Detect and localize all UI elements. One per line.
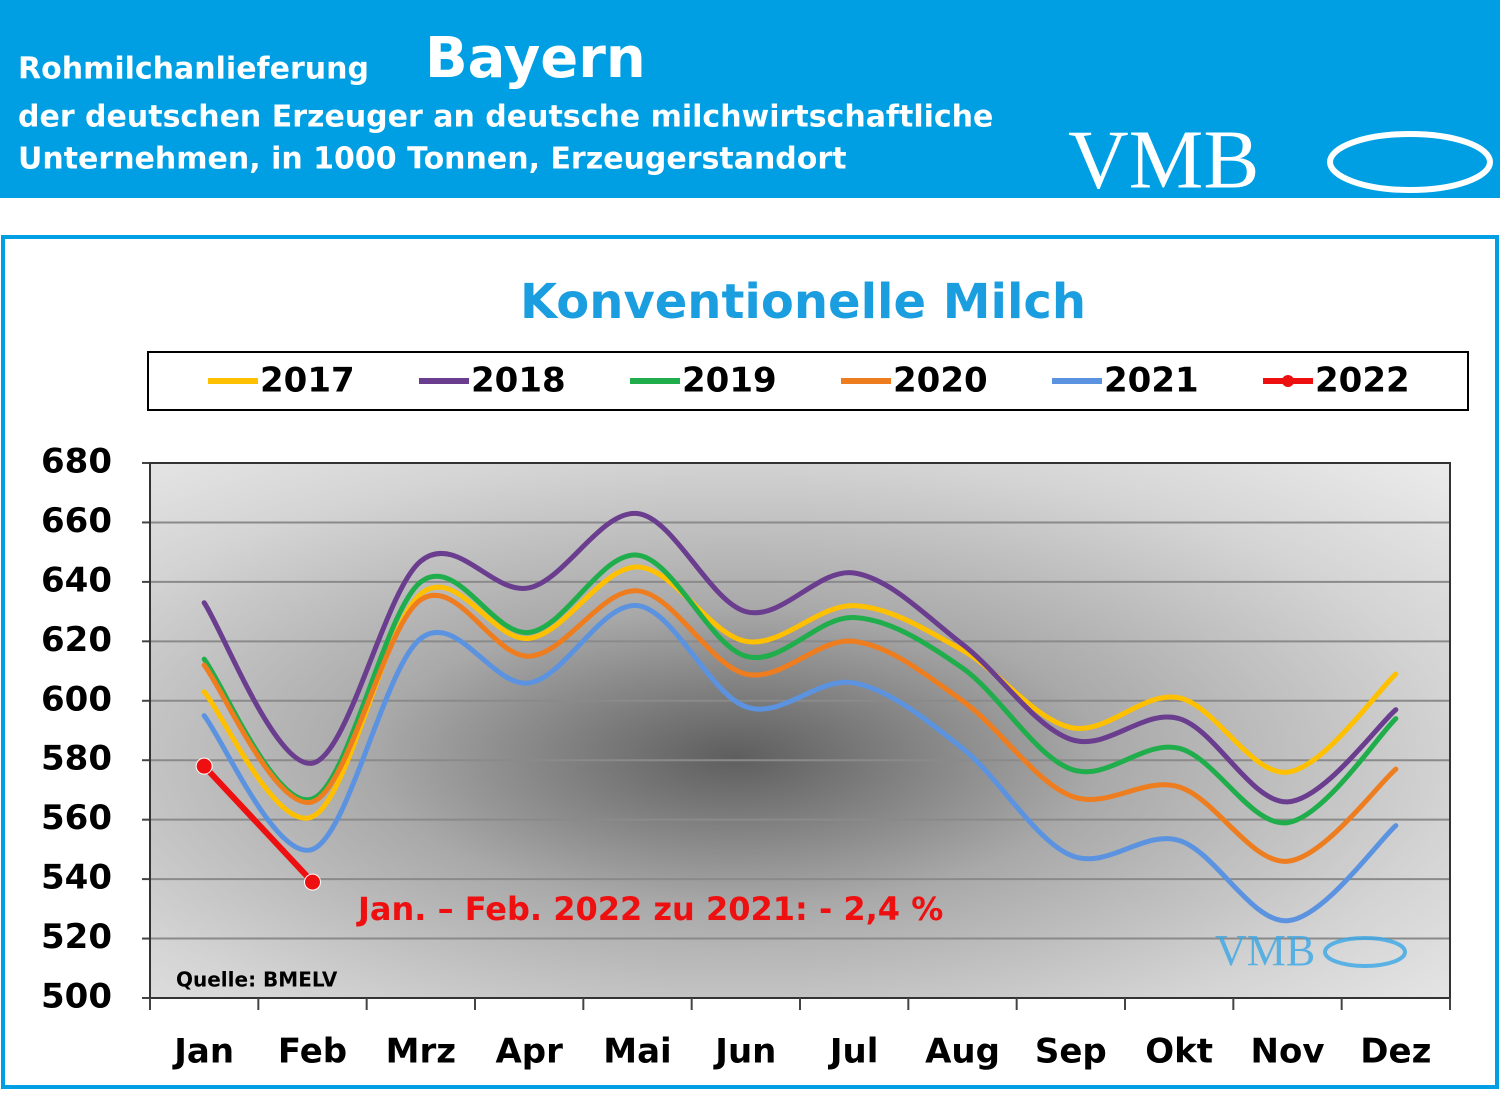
- y-tick-label: 540: [41, 858, 112, 898]
- y-tick-label: 600: [41, 679, 112, 719]
- legend-label: 2018: [471, 361, 566, 401]
- x-tick-label: Apr: [495, 1032, 563, 1072]
- header-line3: Unternehmen, in 1000 Tonnen, Erzeugersta…: [18, 142, 847, 177]
- x-tick-label: Feb: [278, 1032, 347, 1072]
- y-tick-label: 620: [41, 620, 112, 660]
- y-tick-label: 660: [41, 501, 112, 541]
- y-tick-label: 560: [41, 798, 112, 838]
- logo: VMB: [1068, 113, 1259, 206]
- series-line: [201, 552, 1399, 826]
- x-tick-label: Jan: [172, 1032, 234, 1072]
- legend-label: 2020: [893, 361, 988, 401]
- x-tick-label: Jun: [713, 1032, 776, 1072]
- x-tick-label: Nov: [1251, 1032, 1325, 1072]
- series-line: [201, 763, 316, 886]
- y-tick-label: 580: [41, 739, 112, 779]
- watermark-swirl: [1323, 936, 1407, 968]
- logo-swirl: [1327, 131, 1493, 193]
- plot-background: [150, 463, 1450, 998]
- series-marker: [195, 757, 213, 775]
- chart-title: Konventionelle Milch: [520, 274, 1086, 330]
- frame: [1, 235, 1499, 1089]
- x-tick-label: Aug: [925, 1032, 1000, 1072]
- x-tick-label: Sep: [1035, 1032, 1107, 1072]
- x-tick-label: Okt: [1145, 1032, 1213, 1072]
- series-line: [201, 603, 1399, 924]
- y-tick-label: 680: [41, 442, 112, 482]
- legend-marker: [1282, 375, 1294, 387]
- series-marker: [304, 873, 321, 891]
- x-tick-label: Mrz: [386, 1032, 456, 1072]
- y-tick-label: 640: [41, 560, 112, 600]
- source: Quelle: BMELV: [176, 968, 338, 992]
- legend-box: [147, 351, 1469, 411]
- series-line: [201, 511, 1399, 805]
- header-line1: Rohmilchanlieferung: [18, 52, 369, 87]
- header-band: [0, 0, 1500, 198]
- header-region: Bayern: [425, 26, 646, 91]
- x-tick-label: Jul: [828, 1032, 879, 1072]
- series-line: [201, 588, 1399, 864]
- legend-label: 2019: [682, 361, 777, 401]
- y-tick-label: 520: [41, 917, 112, 957]
- header-line2: der deutschen Erzeuger an deutsche milch…: [18, 100, 993, 135]
- legend-label: 2022: [1315, 361, 1410, 401]
- watermark: VMB: [1215, 926, 1315, 975]
- y-tick-label: 500: [41, 977, 112, 1017]
- x-tick-label: Dez: [1360, 1032, 1431, 1072]
- x-tick-label: Mai: [603, 1032, 671, 1072]
- legend-label: 2017: [260, 361, 355, 401]
- annotation: Jan. – Feb. 2022 zu 2021: - 2,4 %: [356, 890, 943, 928]
- legend-label: 2021: [1104, 361, 1199, 401]
